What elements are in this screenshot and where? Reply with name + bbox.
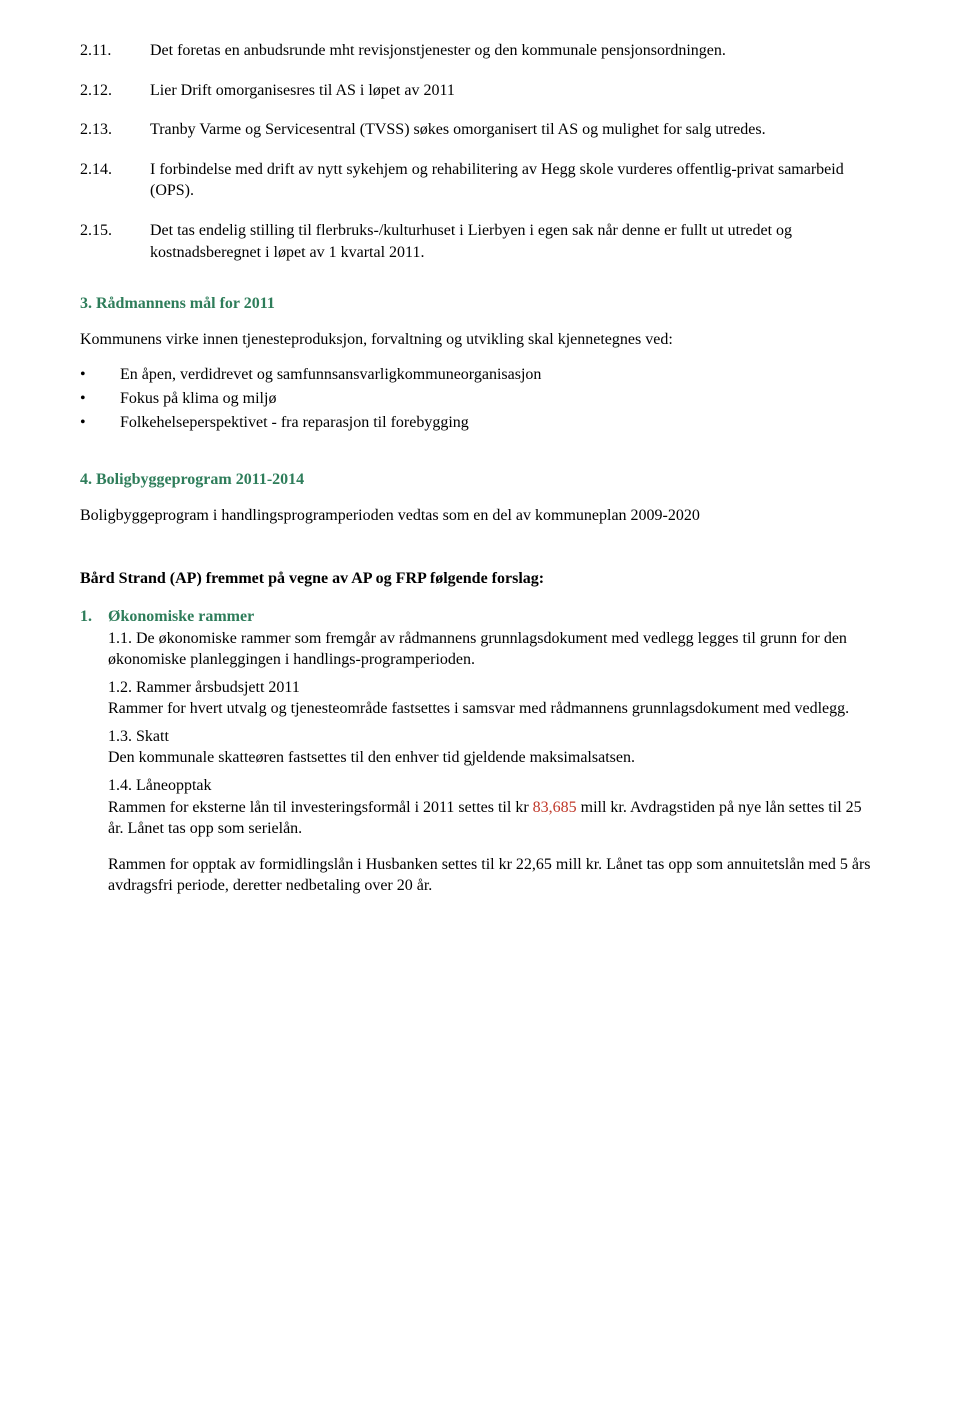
subitem-text: Rammer for hvert utvalg og tjenesteområd… xyxy=(108,700,849,717)
item-text: I forbindelse med drift av nytt sykehjem… xyxy=(150,159,880,202)
subitem-number: 1.4. xyxy=(108,777,132,794)
subitem: 1.2. Rammer årsbudsjett 2011 Rammer for … xyxy=(108,677,880,720)
bullet-item: •Folkehelseperspektivet - fra reparasjon… xyxy=(80,412,880,434)
section-3-intro: Kommunens virke innen tjenesteproduksjon… xyxy=(80,329,880,351)
item-text: Lier Drift omorganisesres til AS i løpet… xyxy=(150,80,880,102)
subitem-number: 1.2. xyxy=(108,679,132,696)
line1-red-amount: 83,685 xyxy=(533,799,577,816)
item-text: Det tas endelig stilling til flerbruks-/… xyxy=(150,220,880,263)
section-1-num: 1. xyxy=(80,608,92,625)
subitem-label: Rammer årsbudsjett 2011 xyxy=(136,679,300,696)
item-number: 2.14. xyxy=(80,159,150,202)
list-item: 2.11. Det foretas en anbudsrunde mht rev… xyxy=(80,40,880,62)
item-number: 2.15. xyxy=(80,220,150,263)
list-item: 2.12. Lier Drift omorganisesres til AS i… xyxy=(80,80,880,102)
bullet-marker: • xyxy=(80,388,120,410)
bullet-text: Folkehelseperspektivet - fra reparasjon … xyxy=(120,412,469,434)
section-4-text: Boligbyggeprogram i handlingsprogramperi… xyxy=(80,505,880,527)
section-1-heading: 1. Økonomiske rammer xyxy=(80,606,880,628)
list-item: 2.15. Det tas endelig stilling til flerb… xyxy=(80,220,880,263)
section-1-title: Økonomiske rammer xyxy=(108,608,254,625)
line1-pre: Rammen for eksterne lån til investerings… xyxy=(108,799,533,816)
bullet-text: En åpen, verdidrevet og samfunnsansvarli… xyxy=(120,364,541,386)
subitem-label: Skatt xyxy=(136,728,169,745)
subitem: 1.4. Låneopptak Rammen for eksterne lån … xyxy=(108,775,880,897)
section-1: 1. Økonomiske rammer 1.1. De økonomiske … xyxy=(80,606,880,897)
bullet-item: •En åpen, verdidrevet og samfunnsansvarl… xyxy=(80,364,880,386)
item-number: 2.13. xyxy=(80,119,150,141)
subitem-text: Den kommunale skatteøren fastsettes til … xyxy=(108,749,635,766)
subitem: 1.3. Skatt Den kommunale skatteøren fast… xyxy=(108,726,880,769)
item-number: 2.12. xyxy=(80,80,150,102)
bullet-item: •Fokus på klima og miljø xyxy=(80,388,880,410)
subitem: 1.1. De økonomiske rammer som fremgår av… xyxy=(108,628,880,671)
item-text: Tranby Varme og Servicesentral (TVSS) sø… xyxy=(150,119,880,141)
subitem-line1: Rammen for eksterne lån til investerings… xyxy=(108,799,862,838)
subitem-number: 1.1. xyxy=(108,630,132,647)
numbered-list-2: 2.11. Det foretas en anbudsrunde mht rev… xyxy=(80,40,880,263)
section-3-heading: 3. Rådmannens mål for 2011 xyxy=(80,293,880,315)
subitem-label: Låneopptak xyxy=(136,777,212,794)
bullet-text: Fokus på klima og miljø xyxy=(120,388,276,410)
subitem-line2: Rammen for opptak av formidlingslån i Hu… xyxy=(108,856,871,895)
subitem-number: 1.3. xyxy=(108,728,132,745)
list-item: 2.13. Tranby Varme og Servicesentral (TV… xyxy=(80,119,880,141)
section-4-heading: 4. Boligbyggeprogram 2011-2014 xyxy=(80,469,880,491)
bullet-marker: • xyxy=(80,364,120,386)
bullet-marker: • xyxy=(80,412,120,434)
item-text: Det foretas en anbudsrunde mht revisjons… xyxy=(150,40,880,62)
section-3-bullets: •En åpen, verdidrevet og samfunnsansvarl… xyxy=(80,364,880,433)
item-number: 2.11. xyxy=(80,40,150,62)
subitem-text: De økonomiske rammer som fremgår av rådm… xyxy=(108,630,847,669)
proposal-heading: Bård Strand (AP) fremmet på vegne av AP … xyxy=(80,568,880,590)
list-item: 2.14. I forbindelse med drift av nytt sy… xyxy=(80,159,880,202)
